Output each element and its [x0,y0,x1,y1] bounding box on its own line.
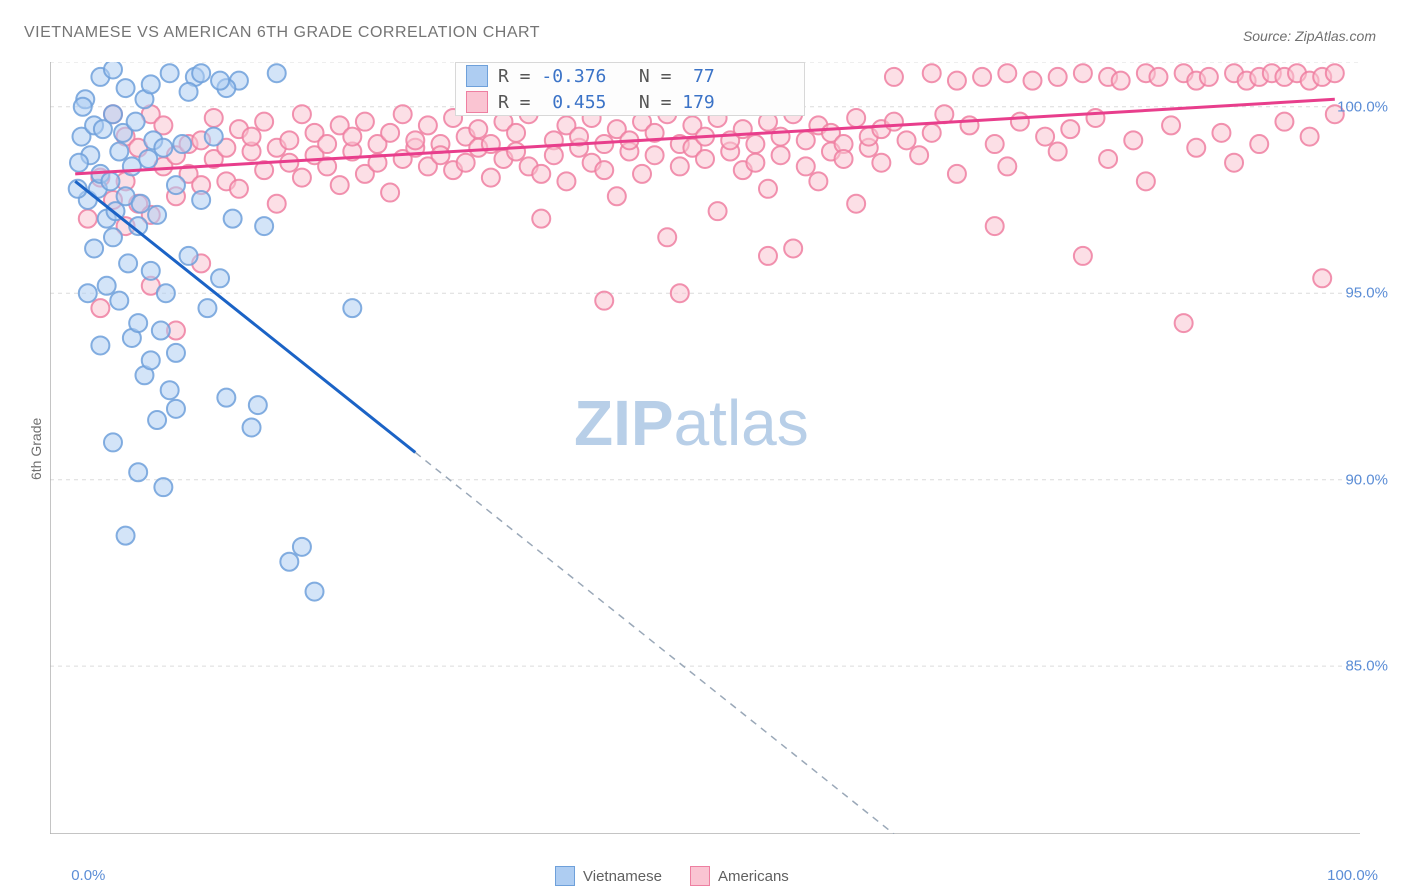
legend-label-americans: Americans [718,868,789,885]
source-name: ZipAtlas.com [1295,28,1376,44]
legend-item-vietnamese[interactable]: Vietnamese [555,866,662,886]
x-axis-max-label: 100.0% [1327,867,1378,884]
chart-title: VIETNAMESE VS AMERICAN 6TH GRADE CORRELA… [24,24,540,42]
series-legend: Vietnamese Americans [555,866,789,886]
legend-swatch-americans [690,866,710,886]
legend-swatch [466,65,488,87]
legend-swatch [466,91,488,113]
x-axis-min-label: 0.0% [71,867,105,884]
scatter-plot-area [50,62,1360,834]
legend-item-americans[interactable]: Americans [690,866,789,886]
legend-label-vietnamese: Vietnamese [583,868,662,885]
y-tick-label: 85.0% [1345,658,1388,675]
y-axis-label: 6th Grade [28,418,44,480]
source-prefix: Source: [1243,28,1295,44]
legend-swatch-vietnamese [555,866,575,886]
y-tick-label: 100.0% [1337,98,1388,115]
legend-row: R = 0.455 N = 179 [456,89,804,115]
y-tick-label: 95.0% [1345,285,1388,302]
y-tick-label: 90.0% [1345,471,1388,488]
source-attribution: Source: ZipAtlas.com [1243,28,1376,44]
correlation-legend: R = -0.376 N = 77R = 0.455 N = 179 [455,62,805,116]
legend-row: R = -0.376 N = 77 [456,63,804,89]
